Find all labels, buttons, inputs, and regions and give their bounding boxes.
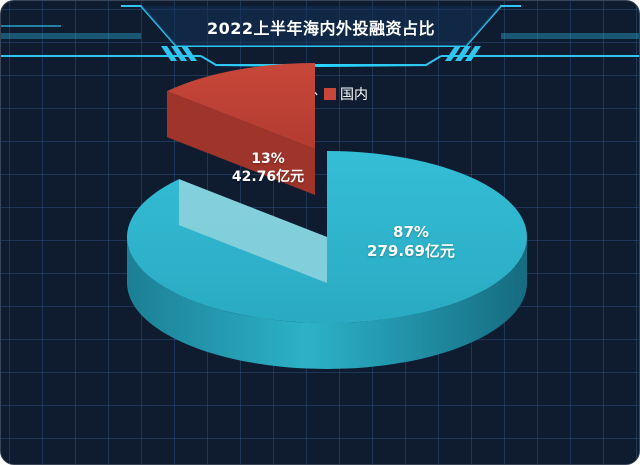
slice-side-domestic	[166, 91, 315, 195]
legend-item-domestic[interactable]: 国内	[324, 84, 368, 104]
slice-value-overseas: 279.69亿元	[367, 241, 455, 260]
slice-percent-domestic: 13%	[251, 151, 285, 167]
slice-domestic[interactable]	[166, 63, 315, 149]
legend-label-domestic: 国内	[340, 87, 368, 103]
legend-swatch-domestic	[324, 88, 336, 100]
slice-label-overseas: 87% 279.69亿元	[341, 223, 481, 261]
header-decoration	[1, 5, 639, 67]
slice-label-domestic: 13% 42.76亿元	[213, 151, 323, 186]
chart-title: 2022上半年海内外投融资占比	[206, 19, 436, 38]
slice-wall-overseas	[178, 179, 327, 283]
slice-side-overseas	[127, 237, 527, 369]
slice-percent-overseas: 87%	[393, 223, 429, 241]
slice-value-domestic: 42.76亿元	[231, 168, 305, 185]
